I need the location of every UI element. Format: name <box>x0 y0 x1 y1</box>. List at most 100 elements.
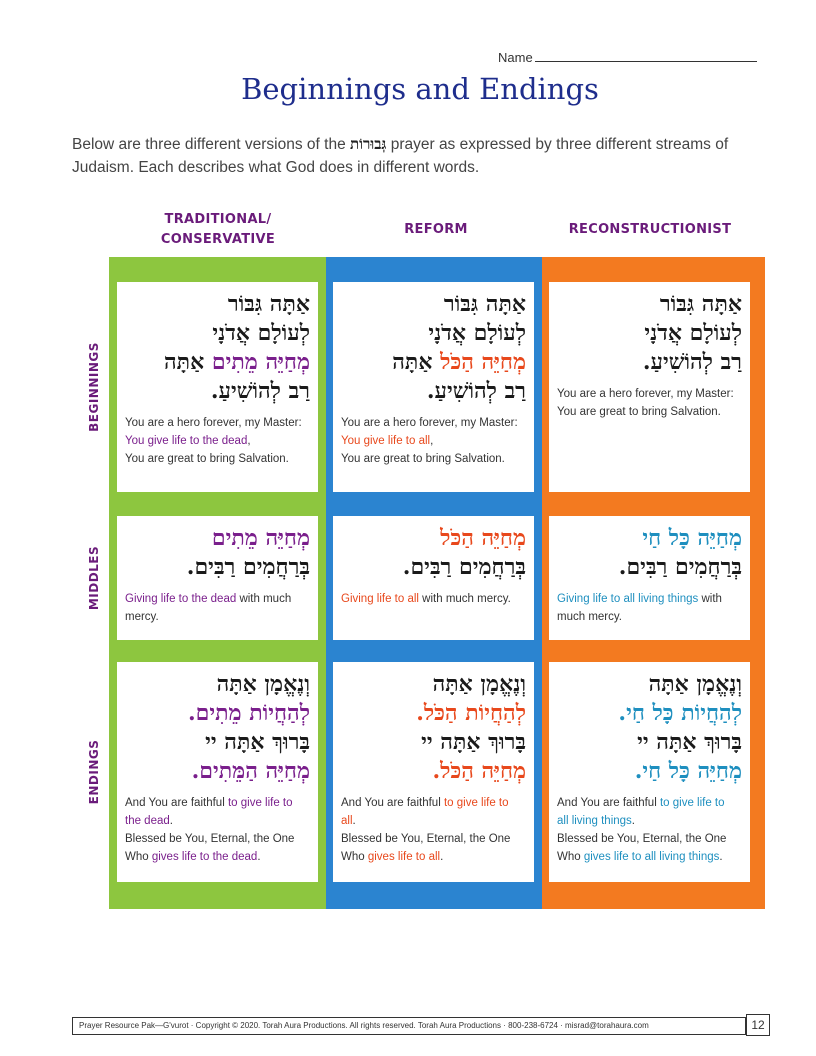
row-label-middles: MIDDLES <box>87 545 101 611</box>
intro-text-before: Below are three different versions of th… <box>72 136 351 153</box>
text-segment: Blessed be You, Eternal, the One <box>341 833 511 845</box>
text-segment: You are a hero forever, my Master: <box>341 417 518 429</box>
english-line: Giving life to all with much mercy. <box>341 590 526 608</box>
hebrew-text: מְחַיֵּה מֵתִים בְּרַחֲמִים רַבִּים. <box>125 524 310 582</box>
highlighted-phrase: to give life to <box>659 797 725 809</box>
english-line: Giving life to all living things with <box>557 590 742 608</box>
text-segment: You are great to bring Salvation. <box>557 406 721 418</box>
text-segment: . <box>440 851 444 863</box>
text-segment: וְנֶאֱמָן אַתָּה <box>648 671 742 697</box>
highlighted-phrase: the dead <box>125 815 170 827</box>
text-segment: with much mercy. <box>418 593 511 605</box>
english-line: You give life to all, <box>341 432 526 450</box>
english-line: You are great to bring Salvation. <box>557 403 742 421</box>
text-segment: . <box>257 851 261 863</box>
english-line: mercy. <box>125 608 310 626</box>
text-segment <box>432 349 440 375</box>
english-line: all. <box>341 812 526 830</box>
hebrew-text: מְחַיֵּה כָּל חַי בְּרַחֲמִים רַבִּים. <box>557 524 742 582</box>
text-segment: וְנֶאֱמָן אַתָּה <box>432 671 526 697</box>
english-line: Who gives life to all. <box>341 848 526 866</box>
card-reconstructionist-beginnings: אַתָּה גִּבּוֹר לְעוֹלָם אֲדֹנָי רַב לְהוֹ… <box>549 282 750 492</box>
hebrew-line: בְּרַחֲמִים רַבִּים. <box>341 553 526 582</box>
text-segment: , <box>430 435 434 447</box>
english-line: Blessed be You, Eternal, the One <box>557 830 742 848</box>
text-segment: רַב לְהוֹשִׁיעַ. <box>210 378 310 404</box>
text-segment: And You are faithful <box>341 797 444 809</box>
text-segment: רַב לְהוֹשִׁיעַ. <box>642 349 742 375</box>
hebrew-line: מְחַיֵּה הַכֹּל אַתָּה <box>341 348 526 377</box>
row-label-endings: ENDINGS <box>87 739 101 805</box>
column-header-reform: REFORM <box>346 220 526 240</box>
english-line: You are great to bring Salvation. <box>125 450 310 468</box>
hebrew-line: וְנֶאֱמָן אַתָּה <box>341 670 526 699</box>
row-label-beginnings: BEGINNINGS <box>87 342 101 432</box>
text-segment: And You are faithful <box>557 797 660 809</box>
text-segment: You are a hero forever, my Master: <box>557 388 734 400</box>
text-segment: לְעוֹלָם אֲדֹנָי <box>428 320 526 346</box>
highlighted-phrase: מְחַיֵּה הַמֵּתִים. <box>191 758 310 784</box>
text-segment: Blessed be You, Eternal, the One <box>125 833 295 845</box>
hebrew-text: אַתָּה גִּבּוֹר לְעוֹלָם אֲדֹנָי מְחַיֵּה … <box>125 290 310 406</box>
hebrew-line: מְחַיֵּה כָּל חַי. <box>557 757 742 786</box>
text-segment: with much <box>236 593 292 605</box>
hebrew-line: לְעוֹלָם אֲדֹנָי <box>341 319 526 348</box>
english-translation: And You are faithful to give life to the … <box>125 794 310 866</box>
highlighted-phrase: gives life to all <box>367 851 441 863</box>
text-segment <box>204 349 212 375</box>
hebrew-line: בָּרוּךְ אַתָּה יי <box>557 728 742 757</box>
text-segment: בָּרוּךְ אַתָּה יי <box>637 729 742 755</box>
highlighted-phrase: מְחַיֵּה כָּל חַי. <box>634 758 742 784</box>
column-header-line: RECONSTRUCTIONIST <box>568 222 732 237</box>
highlighted-phrase: מְחַיֵּה כָּל חַי <box>642 525 742 551</box>
highlighted-phrase: מְחַיֵּה מֵתִים <box>211 349 310 375</box>
highlighted-phrase: מְחַיֵּה הַכֹּל <box>440 525 526 551</box>
text-segment: לְעוֹלָם אֲדֹנָי <box>644 320 742 346</box>
highlighted-phrase: all living things <box>557 815 632 827</box>
text-segment: You are a hero forever, my Master: <box>125 417 302 429</box>
highlighted-phrase: to give life to <box>443 797 509 809</box>
page-number: 12 <box>746 1014 770 1036</box>
english-translation: And You are faithful to give life to all … <box>557 794 742 866</box>
column-header-reconstructionist: RECONSTRUCTIONIST <box>552 220 748 240</box>
english-line: You are a hero forever, my Master: <box>557 385 742 403</box>
text-segment: You are great to bring Salvation. <box>341 453 505 465</box>
name-label: Name <box>498 50 533 65</box>
hebrew-line: לְהַחֲיוֹת כָּל חַי. <box>557 699 742 728</box>
text-segment: mercy. <box>125 611 159 623</box>
text-segment: רַב לְהוֹשִׁיעַ. <box>426 378 526 404</box>
hebrew-line: מְחַיֵּה מֵתִים <box>125 524 310 553</box>
column-header-line: CONSERVATIVE <box>160 232 276 247</box>
hebrew-line: לְעוֹלָם אֲדֹנָי <box>557 319 742 348</box>
english-line: And You are faithful to give life to <box>341 794 526 812</box>
hebrew-line: בְּרַחֲמִים רַבִּים. <box>557 553 742 582</box>
hebrew-line: לְעוֹלָם אֲדֹנָי <box>125 319 310 348</box>
card-reform-beginnings: אַתָּה גִּבּוֹר לְעוֹלָם אֲדֹנָי מְחַיֵּה … <box>333 282 534 492</box>
text-segment: . <box>719 851 723 863</box>
highlighted-phrase: all <box>341 815 353 827</box>
hebrew-text: מְחַיֵּה הַכֹּל בְּרַחֲמִים רַבִּים. <box>341 524 526 582</box>
english-translation: You are a hero forever, my Master: You gi… <box>341 414 526 468</box>
text-segment: בְּרַחֲמִים רַבִּים. <box>186 554 310 580</box>
card-reform-middles: מְחַיֵּה הַכֹּל בְּרַחֲמִים רַבִּים. Givin… <box>333 516 534 640</box>
text-segment: אַתָּה גִּבּוֹר <box>659 291 742 317</box>
highlighted-phrase: Giving life to the dead <box>125 593 237 605</box>
english-line: Blessed be You, Eternal, the One <box>125 830 310 848</box>
text-segment: אַתָּה גִּבּוֹר <box>443 291 526 317</box>
highlighted-phrase: לְהַחֲיוֹת כָּל חַי. <box>618 700 742 726</box>
english-translation: You are a hero forever, my Master: You ar… <box>557 385 742 421</box>
hebrew-line: בָּרוּךְ אַתָּה יי <box>341 728 526 757</box>
text-segment: בְּרַחֲמִים רַבִּים. <box>618 554 742 580</box>
english-line: Who gives life to all living things. <box>557 848 742 866</box>
card-traditional-middles: מְחַיֵּה מֵתִים בְּרַחֲמִים רַבִּים. Givin… <box>117 516 318 640</box>
name-underline[interactable] <box>534 51 757 62</box>
text-segment: . <box>352 815 356 827</box>
hebrew-line: אַתָּה גִּבּוֹר <box>341 290 526 319</box>
name-field[interactable]: Name <box>498 50 757 65</box>
highlighted-phrase: לְהַחֲיוֹת הַכֹּל. <box>416 700 526 726</box>
english-line: the dead. <box>125 812 310 830</box>
english-line: Blessed be You, Eternal, the One <box>341 830 526 848</box>
highlighted-phrase: מְחַיֵּה הַכֹּל. <box>432 758 527 784</box>
english-translation: You are a hero forever, my Master: You gi… <box>125 414 310 468</box>
highlighted-phrase: gives life to all living things <box>583 851 720 863</box>
